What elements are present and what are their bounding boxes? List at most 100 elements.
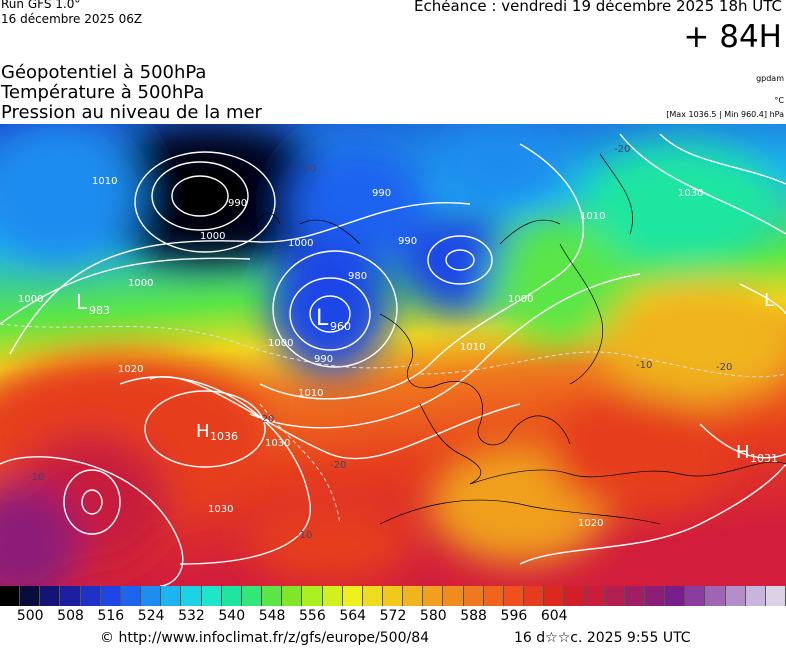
color-scale-swatch <box>503 586 525 606</box>
isotherm-label: -20 <box>716 362 732 373</box>
color-scale-swatch <box>765 586 786 606</box>
color-scale-swatch <box>80 586 101 606</box>
title-geopotential: Géopotentiel à 500hPa <box>1 62 207 83</box>
forecast-valid-time: Echéance : vendredi 19 décembre 2025 18h… <box>414 0 782 15</box>
color-scale-tick-label: 500 <box>16 608 44 624</box>
color-scale-swatch <box>302 586 323 606</box>
low-center-value: 983 <box>89 304 110 317</box>
color-scale-tick-label: 524 <box>137 608 165 624</box>
isobar-label: 990 <box>372 188 391 199</box>
isobar-label: 1000 <box>18 294 43 305</box>
pressure-range: [Max 1036.5 | Min 960.4] hPa <box>666 110 784 119</box>
isotherm-labels: -30 -20 -10 -20 -20 -10 -10 -20 <box>28 144 732 541</box>
color-scale-swatch <box>20 586 41 606</box>
color-scale-tick-label: 540 <box>218 608 246 624</box>
color-scale-swatch <box>604 586 625 606</box>
color-scale-tick-label: 508 <box>57 608 84 624</box>
isobar-labels: 1010 990 1000 1000 1000 1000 990 980 100… <box>18 176 703 529</box>
isobar-label: 1010 <box>298 388 323 399</box>
isobar-label: 990 <box>314 354 333 365</box>
low-center-value: 960 <box>330 320 351 333</box>
isobar-label: 990 <box>398 236 417 247</box>
color-scale-swatch <box>564 586 585 606</box>
color-scale-swatch <box>201 586 222 606</box>
title-pressure: Pression au niveau de la mer <box>1 102 262 123</box>
isotherm-label: -30 <box>300 164 316 175</box>
color-scale-swatch <box>705 586 726 606</box>
color-scale-swatch <box>141 586 162 606</box>
color-scale-swatch <box>60 586 81 606</box>
isobar-label: 990 <box>228 198 247 209</box>
color-scale-tick-label: 532 <box>178 608 205 624</box>
isobar-label: 1020 <box>578 518 603 529</box>
isobars <box>0 133 786 586</box>
title-temperature: Température à 500hPa <box>1 82 205 103</box>
color-scale-tick-label: 564 <box>339 608 367 624</box>
color-scale-swatch <box>282 586 303 606</box>
unit-temperature: °C <box>774 96 784 105</box>
color-scale-swatch <box>745 586 766 606</box>
isotherm-label: -20 <box>330 460 346 471</box>
geopotential-field <box>0 124 786 586</box>
high-center-value: 1036 <box>210 430 238 443</box>
isotherm-label: -10 <box>296 530 312 541</box>
color-scale-swatch <box>181 586 202 606</box>
color-scale-swatch <box>544 586 565 606</box>
color-scale-swatch <box>161 586 182 606</box>
isotherm-label: -20 <box>614 144 630 155</box>
color-scale-swatch <box>322 586 343 606</box>
isobar-label: 1000 <box>200 231 225 242</box>
color-scale-swatch <box>725 586 746 606</box>
high-center-letter: H <box>736 442 750 463</box>
color-scale-swatch <box>423 586 444 606</box>
unit-geopotential: gpdam <box>756 74 784 83</box>
color-scale-swatch <box>483 586 504 606</box>
color-scale-swatch <box>463 586 484 606</box>
run-date: 16 décembre 2025 06Z <box>1 12 143 26</box>
color-scale-tick-label: 556 <box>299 608 326 624</box>
weather-map[interactable]: 1010 990 1000 1000 1000 1000 990 980 100… <box>0 124 786 586</box>
color-scale-swatch <box>0 586 21 606</box>
color-scale-swatch <box>100 586 121 606</box>
color-scale-swatch <box>665 586 686 606</box>
color-scale-swatch <box>262 586 283 606</box>
isobar-label: 1000 <box>268 338 293 349</box>
isotherm-label: -10 <box>28 472 44 483</box>
source-url[interactable]: © http://www.infoclimat.fr/z/gfs/europe/… <box>100 630 430 646</box>
color-scale-swatch <box>342 586 363 606</box>
isobar-label: 1030 <box>208 504 233 515</box>
isobar-label: 1010 <box>580 211 605 222</box>
color-scale-ticks: 500 508 516 524 532 540 548 556 564 572 580 588 596 6… <box>0 608 786 628</box>
color-scale-swatch <box>443 586 464 606</box>
generation-date: 16 d☆☆c. 2025 9:55 UTC <box>514 630 691 646</box>
isobar-label: 1030 <box>265 438 290 449</box>
coastlines <box>249 153 786 525</box>
isotherm-label: -10 <box>636 360 652 371</box>
color-scale-tick-label: 548 <box>258 608 286 624</box>
color-scale-swatch <box>362 586 383 606</box>
isobar-label: 1000 <box>508 294 533 305</box>
color-scale-tick-label: 572 <box>379 608 407 624</box>
color-scale-swatch <box>241 586 263 606</box>
color-scale-tick-label: 604 <box>540 608 568 624</box>
color-scale-swatch <box>584 586 605 606</box>
isotherm-label: -20 <box>258 414 274 425</box>
color-scale-swatch <box>403 586 424 606</box>
color-scale-swatch <box>382 586 404 606</box>
isotherms <box>0 323 786 525</box>
pressure-centers: L 983 L 960 H 1036 H 1031 L <box>76 290 778 465</box>
high-center-letter: H <box>196 421 210 442</box>
color-scale-swatch <box>524 586 545 606</box>
color-scale-swatch <box>645 586 666 606</box>
isobar-label: 1000 <box>288 238 313 249</box>
isobar-label: 980 <box>348 271 367 282</box>
color-scale-bar <box>0 586 786 606</box>
color-scale-swatch <box>221 586 242 606</box>
run-label: Run GFS 1.0° <box>1 0 81 11</box>
isobar-label: 1010 <box>460 342 485 353</box>
color-scale-tick-label: 580 <box>419 608 447 624</box>
color-scale-swatch <box>120 586 142 606</box>
color-scale-swatch <box>40 586 61 606</box>
low-center-letter: L <box>316 306 329 331</box>
low-center-letter: L <box>76 290 88 314</box>
